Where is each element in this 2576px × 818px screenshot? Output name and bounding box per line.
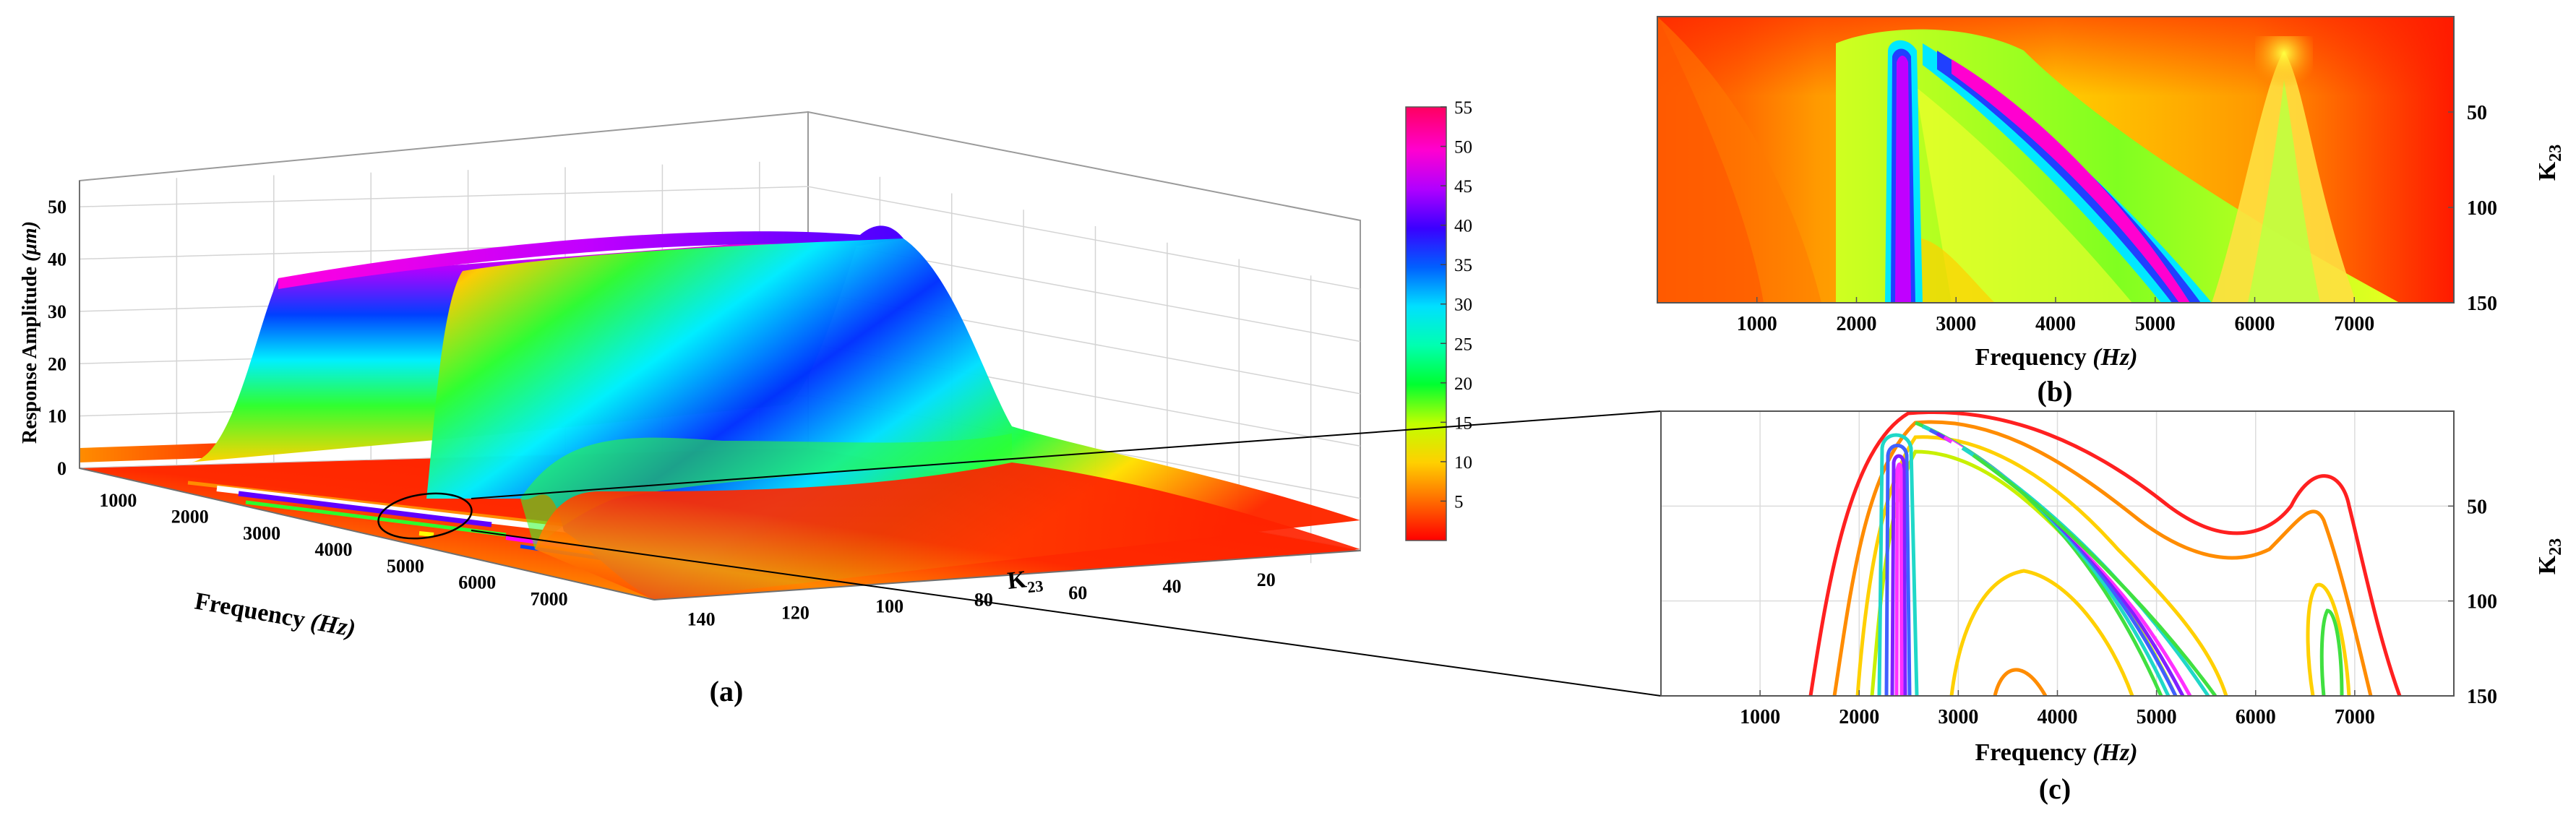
panel-a-zlabel: Response Amplitude (μm) bbox=[19, 221, 41, 444]
panel-b-label: (b) bbox=[2038, 375, 2073, 408]
frequency-tick-label: 6000 bbox=[2236, 706, 2276, 728]
k23-tick-label: 100 bbox=[875, 595, 903, 616]
colorbar-gradient bbox=[1405, 106, 1447, 541]
frequency-tick-label: 3000 bbox=[1938, 706, 1978, 728]
zoom-connector-lines bbox=[471, 410, 1662, 697]
k23-tick-label: 140 bbox=[687, 608, 716, 629]
z-tick-label: 30 bbox=[48, 301, 66, 322]
frequency-tick-label: 5000 bbox=[2135, 313, 2176, 335]
frequency-tick-label: 5000 bbox=[2137, 706, 2177, 728]
colorbar-tick-label: 15 bbox=[1454, 413, 1472, 433]
frequency-tick-label: 4000 bbox=[2035, 313, 2076, 335]
zoom-region-marker bbox=[377, 492, 473, 540]
colorbar-tick-labels: 5 10 15 20 25 30 35 40 45 50 55 bbox=[1441, 98, 1472, 512]
colorbar-tick-label: 50 bbox=[1454, 138, 1472, 158]
k23-tick-label: 50 bbox=[2467, 496, 2487, 518]
panel-a-tick-labels: 0 10 20 30 40 50 1000 2000 3000 4000 5000 6000 7000 1… bbox=[48, 197, 1276, 629]
z-tick-label: 20 bbox=[48, 353, 66, 374]
k23-tick-label: 100 bbox=[2467, 591, 2497, 614]
z-gridline bbox=[807, 186, 1361, 290]
colorbar-tick-label: 35 bbox=[1454, 256, 1472, 275]
k23-tick-label: 80 bbox=[974, 589, 993, 610]
colorbar-tick-label: 40 bbox=[1454, 217, 1472, 236]
contour-outer bbox=[1808, 411, 2402, 696]
frequency-tick-label: 3000 bbox=[1936, 313, 1976, 335]
colorbar-tick-label: 10 bbox=[1454, 453, 1472, 473]
panel-c-ylabel: K23 bbox=[2534, 538, 2565, 574]
k23-tick-label: 50 bbox=[2467, 102, 2487, 124]
z-tick-label: 10 bbox=[48, 406, 66, 427]
panel-c-xlabel: Frequency (Hz) bbox=[1975, 739, 2137, 766]
frequency-tick-label: 3000 bbox=[243, 522, 280, 543]
frequency-tick-label: 2000 bbox=[1837, 313, 1877, 335]
ridge-2-lower-fold bbox=[520, 434, 1012, 549]
colorbar: 5 10 15 20 25 30 35 40 45 50 55 bbox=[1405, 98, 1472, 541]
frequency-axis-line bbox=[79, 468, 655, 600]
ridge-2-front-face bbox=[535, 462, 1360, 600]
colorbar-tick-label: 25 bbox=[1454, 335, 1472, 354]
k23-axis-line bbox=[653, 550, 1361, 600]
frequency-tick-label: 1000 bbox=[1737, 313, 1777, 335]
frequency-tick-label: 2000 bbox=[1839, 706, 1879, 728]
frequency-tick-label: 6000 bbox=[458, 572, 496, 593]
panel-c-contours bbox=[1808, 411, 2402, 696]
panel-a-surface-plot: 0 10 20 30 40 50 1000 2000 3000 4000 5000 6000 7000 1… bbox=[19, 111, 1361, 707]
frequency-tick-label: 5000 bbox=[387, 556, 424, 577]
z-tick-label: 50 bbox=[48, 197, 66, 218]
z-gridline bbox=[79, 186, 809, 207]
k23-tick-label: 20 bbox=[1257, 569, 1276, 590]
panel-a-label: (a) bbox=[710, 675, 744, 707]
frequency-tick-label: 6000 bbox=[2235, 313, 2275, 335]
frequency-tick-label: 4000 bbox=[2038, 706, 2078, 728]
frequency-tick-label: 7000 bbox=[2335, 706, 2375, 728]
panel-a-xlabel: Frequency (Hz) bbox=[193, 587, 358, 642]
z-tick-label: 40 bbox=[48, 249, 66, 270]
panel-b-ylabel: K23 bbox=[2534, 145, 2565, 181]
frequency-tick-label: 1000 bbox=[99, 490, 137, 511]
k23-tick-label: 150 bbox=[2467, 686, 2497, 708]
z-tick-label: 0 bbox=[57, 458, 66, 479]
panel-c-contour: 1000 2000 3000 4000 5000 6000 7000 50 100 150 Fre… bbox=[1660, 410, 2565, 805]
panel-b-heatmap: 1000 2000 3000 4000 5000 6000 7000 50 100 150 Fre… bbox=[1657, 16, 2565, 408]
panel-b-xlabel: Frequency (Hz) bbox=[1975, 344, 2137, 371]
k23-tick-label: 100 bbox=[2467, 197, 2497, 220]
k23-tick-label: 60 bbox=[1068, 582, 1087, 603]
colorbar-tick-label: 30 bbox=[1454, 296, 1472, 315]
k23-tick-label: 120 bbox=[781, 602, 810, 623]
frequency-tick-label: 2000 bbox=[171, 507, 209, 528]
frequency-tick-label: 1000 bbox=[1740, 706, 1780, 728]
panel-c-tick-labels: 1000 2000 3000 4000 5000 6000 7000 50 100 150 bbox=[1740, 496, 2497, 728]
k23-tick-label: 150 bbox=[2467, 293, 2497, 315]
panel-c-label: (c) bbox=[2039, 772, 2071, 805]
panel-b-tick-labels: 1000 2000 3000 4000 5000 6000 7000 50 100 150 bbox=[1737, 102, 2497, 335]
ridge-1-crest bbox=[278, 225, 903, 289]
frequency-tick-label: 4000 bbox=[315, 539, 353, 560]
frequency-tick-label: 7000 bbox=[2334, 313, 2374, 335]
colorbar-tick-label: 5 bbox=[1454, 492, 1464, 512]
colorbar-tick-label: 55 bbox=[1454, 98, 1472, 118]
frequency-tick-label: 7000 bbox=[531, 588, 568, 609]
colorbar-tick-label: 45 bbox=[1454, 177, 1472, 197]
k23-tick-label: 40 bbox=[1162, 576, 1181, 597]
panel-a-ylabel: K23 bbox=[1006, 564, 1044, 598]
colorbar-tick-label: 20 bbox=[1454, 374, 1472, 394]
